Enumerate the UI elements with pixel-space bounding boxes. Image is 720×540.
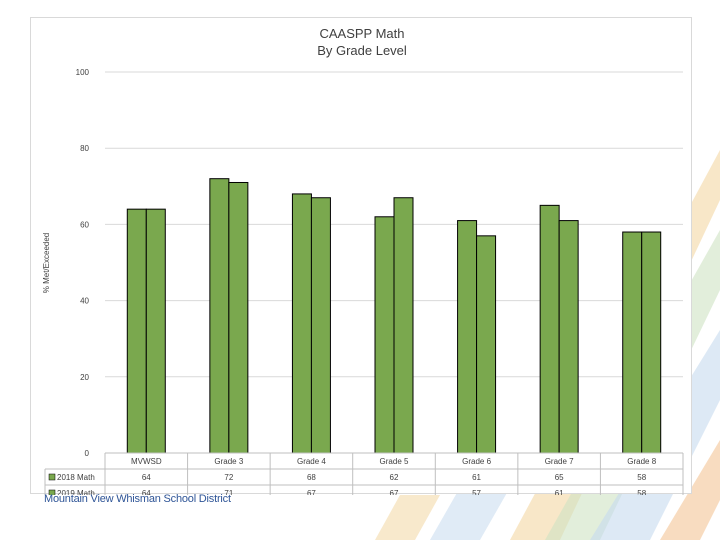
bar-grade-4-series-1 [291, 193, 312, 454]
bar-grade-4-series-2 [310, 197, 331, 454]
bar-grade-3-series-2 [228, 181, 249, 454]
category-label-grade-3: Grade 3 [214, 457, 243, 466]
data-label-series-2-grade-4: 67 [307, 489, 316, 495]
data-label-series-2-grade-3: 71 [224, 489, 233, 495]
legend-label-series-1: 2018 Math [57, 473, 95, 482]
y-tick-label-20: 20 [80, 373, 89, 382]
bars [126, 178, 662, 454]
bar-mvwsd-series-1 [126, 208, 147, 454]
data-label-series-2-grade-8: 58 [637, 489, 646, 495]
category-label-grade-4: Grade 4 [297, 457, 326, 466]
legend-label-series-2: 2019 Math [57, 489, 95, 495]
bar-mvwsd-series-2 [145, 208, 166, 454]
legend-swatch-series-2 [48, 489, 56, 495]
data-label-series-1-grade-4: 68 [307, 473, 316, 482]
y-axis-label: % Met/Exceeded [42, 233, 51, 293]
y-tick-label-0: 0 [85, 449, 90, 458]
category-label-grade-6: Grade 6 [462, 457, 491, 466]
y-tick-label-40: 40 [80, 297, 89, 306]
bar-grade-6-series-2 [476, 235, 497, 454]
data-label-series-1-grade-6: 61 [472, 473, 481, 482]
bar-grade-5-series-1 [374, 216, 395, 454]
bar-grade-3-series-1 [209, 178, 230, 454]
data-label-series-1-grade-5: 62 [390, 473, 399, 482]
bar-grade-5-series-2 [393, 197, 414, 454]
data-label-series-2-grade-5: 67 [390, 489, 399, 495]
data-label-series-1-grade-3: 72 [224, 473, 233, 482]
data-label-series-2-mvwsd: 64 [142, 489, 151, 495]
legend-swatch-series-1 [48, 473, 56, 481]
category-label-grade-7: Grade 7 [545, 457, 574, 466]
chart-container: CAASPP Math By Grade Level 0 20 40 60 80 100 … [30, 17, 692, 495]
category-label-mvwsd: MVWSD [131, 457, 162, 466]
bar-grade-8-series-1 [622, 231, 643, 454]
bar-chart: CAASPP Math By Grade Level 020406080100 … [42, 26, 684, 495]
deco-stripe-tan-low [375, 495, 440, 540]
data-label-series-1-mvwsd: 64 [142, 473, 151, 482]
bar-grade-8-series-2 [641, 231, 662, 454]
category-label-grade-8: Grade 8 [627, 457, 656, 466]
y-tick-label-60: 60 [80, 220, 89, 229]
y-tick-label-100: 100 [76, 68, 90, 77]
footer-district-name: Mountain View Whisman School District [44, 493, 231, 505]
data-label-series-2-grade-7: 61 [555, 489, 564, 495]
y-tick-label-80: 80 [80, 144, 89, 153]
bar-grade-7-series-1 [539, 204, 560, 454]
chart-subtitle: By Grade Level [317, 43, 407, 58]
bar-grade-6-series-1 [457, 220, 478, 454]
data-label-series-1-grade-7: 65 [555, 473, 564, 482]
bar-grade-7-series-2 [558, 220, 579, 454]
data-label-series-2-grade-6: 57 [472, 489, 481, 495]
data-table: MVWSD Grade 3 Grade 4 Grade 5 Grade 6 Grade 7… [44, 452, 684, 495]
data-label-series-1-grade-8: 58 [637, 473, 646, 482]
y-axis-ticks: 0 20 40 60 80 100 [76, 68, 90, 458]
category-label-grade-5: Grade 5 [380, 457, 409, 466]
chart-title: CAASPP Math [319, 26, 404, 41]
